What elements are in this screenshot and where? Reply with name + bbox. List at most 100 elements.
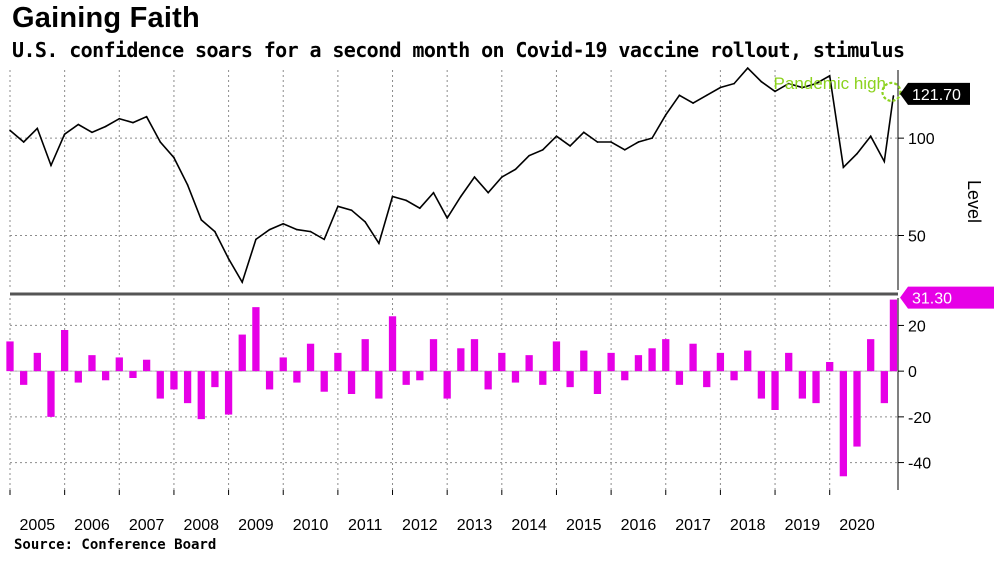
- line-point: [200, 219, 203, 221]
- line-point: [405, 199, 407, 202]
- bar: [593, 371, 602, 394]
- bar: [703, 371, 711, 388]
- x-tick-label: 2009: [238, 517, 274, 534]
- y-tick-label: -40: [908, 456, 931, 473]
- line-point: [719, 86, 722, 89]
- line-last-value-box: [900, 82, 970, 105]
- line-point: [268, 228, 271, 231]
- line-point: [637, 141, 640, 143]
- annotation-label: Pandemic high: [774, 74, 886, 93]
- line-point: [623, 149, 626, 151]
- line-point: [145, 115, 148, 118]
- line-last-value-label: 121.70: [912, 87, 961, 104]
- bar: [812, 371, 820, 404]
- bar: [552, 341, 561, 372]
- line-point: [569, 145, 571, 147]
- line-point: [596, 141, 599, 143]
- line-point: [828, 75, 831, 77]
- bar: [197, 371, 205, 420]
- bar: [511, 371, 520, 383]
- bar: [457, 348, 465, 372]
- line-point: [104, 125, 107, 128]
- bar-last-value-label: 31.30: [912, 291, 952, 308]
- y-tick-label: -20: [908, 410, 931, 427]
- x-tick-label: 2011: [348, 517, 383, 534]
- line-point: [514, 168, 517, 171]
- line-point: [815, 82, 817, 85]
- bar: [839, 371, 847, 477]
- x-tick-label: 2015: [566, 517, 602, 534]
- bar: [265, 371, 274, 390]
- bar: [539, 371, 547, 385]
- x-tick-label: 2018: [730, 517, 766, 534]
- bar: [33, 352, 41, 372]
- bar: [129, 371, 137, 378]
- bar: [730, 371, 738, 381]
- line-point: [678, 94, 681, 97]
- bar: [566, 371, 574, 388]
- bar: [607, 352, 615, 372]
- line-point: [173, 156, 175, 159]
- x-tick-label: 2010: [293, 517, 329, 534]
- line-point: [582, 131, 585, 134]
- line-point: [350, 209, 353, 211]
- bar: [156, 371, 164, 399]
- bar: [853, 371, 861, 447]
- bar: [211, 371, 219, 388]
- bar: [6, 341, 14, 372]
- bar: [388, 316, 397, 372]
- bar: [621, 371, 629, 381]
- bar: [170, 371, 178, 390]
- bar: [675, 371, 684, 385]
- chart-title: Gaining Faith: [12, 2, 200, 34]
- bar: [525, 355, 533, 372]
- bar: [142, 359, 151, 372]
- bar: [20, 371, 28, 385]
- bar: [470, 339, 479, 372]
- y-tick-label: 100: [908, 131, 935, 148]
- line-point: [801, 86, 804, 89]
- bar: [88, 355, 96, 372]
- line-point: [842, 166, 845, 169]
- line-point: [883, 160, 886, 163]
- x-tick-label: 2016: [621, 517, 657, 534]
- line-point: [542, 149, 544, 151]
- bar: [238, 334, 246, 372]
- line-point: [760, 80, 763, 83]
- line-point: [296, 228, 298, 231]
- bar: [880, 371, 888, 404]
- bar: [361, 339, 369, 372]
- line-point: [9, 129, 11, 132]
- x-tick-label: 2013: [457, 517, 493, 534]
- bar: [634, 355, 643, 372]
- x-tick-label: 2007: [129, 517, 165, 534]
- bar: [101, 371, 110, 381]
- x-tick-label: 2005: [20, 517, 56, 534]
- line-point: [63, 133, 66, 136]
- source-note: Source: Conference Board: [14, 537, 217, 553]
- line-point: [77, 123, 80, 126]
- line-point: [664, 113, 667, 116]
- y-tick-label: 0: [908, 364, 917, 381]
- bar: [580, 350, 588, 372]
- bar: [334, 352, 342, 372]
- line-point: [36, 127, 39, 130]
- bar: [771, 371, 779, 410]
- line-point: [555, 135, 558, 137]
- line-point: [774, 90, 776, 93]
- bar: [375, 371, 383, 399]
- line-point: [651, 137, 653, 139]
- bar: [402, 371, 410, 385]
- bar: [115, 357, 123, 372]
- line-point: [419, 207, 421, 210]
- line-point: [241, 281, 244, 284]
- bar: [320, 371, 328, 392]
- bar: [416, 371, 424, 381]
- line-point: [364, 221, 367, 223]
- bar: [689, 343, 697, 372]
- y-tick-label: 50: [908, 228, 926, 245]
- line-point: [118, 117, 121, 120]
- bar-last-value-box: [900, 286, 994, 309]
- line-point: [282, 223, 285, 225]
